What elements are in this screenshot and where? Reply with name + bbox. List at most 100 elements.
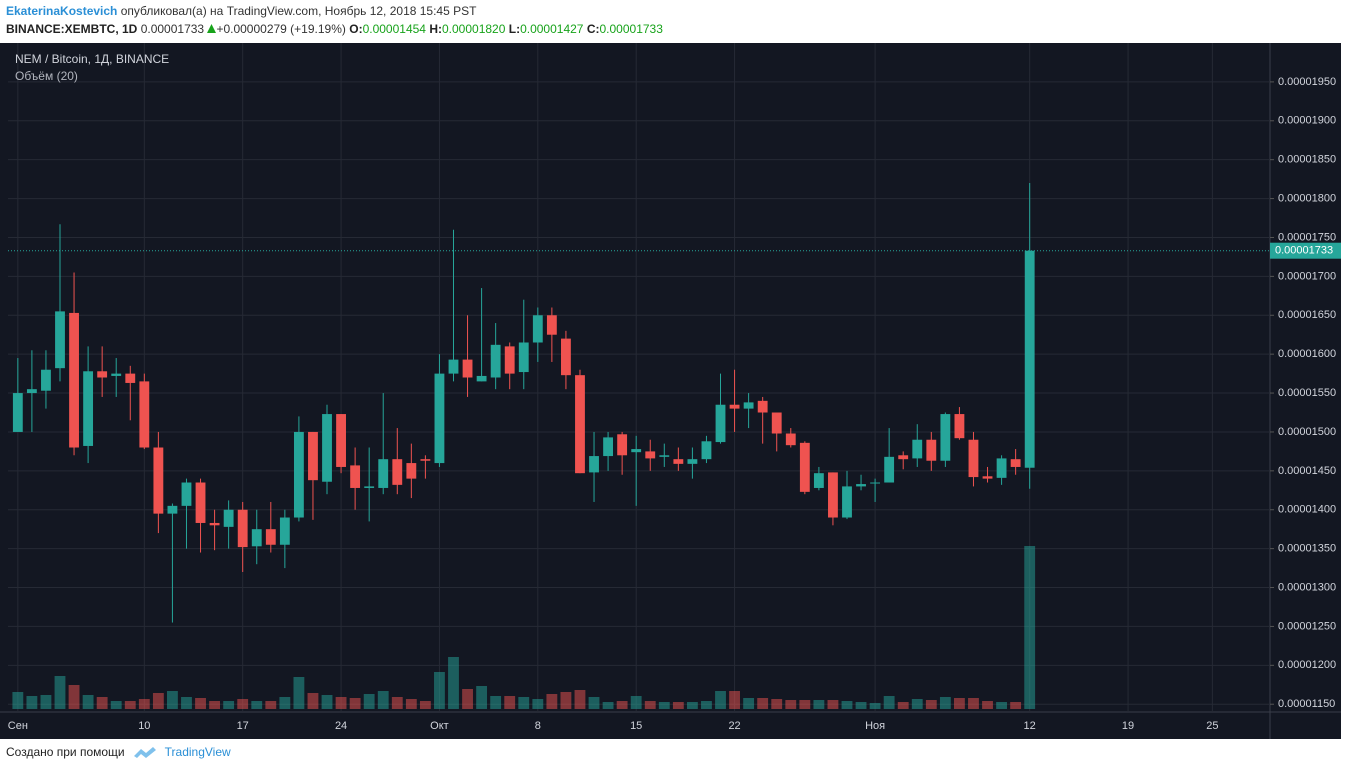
- volume-bar: [279, 697, 291, 709]
- volume-bar: [167, 691, 178, 709]
- volume-bar: [911, 699, 923, 709]
- volume-bar: [434, 672, 445, 709]
- volume-bar: [462, 689, 473, 709]
- symbol: BINANCE:XEMBTC, 1D: [6, 22, 138, 36]
- y-tick-label: 0.00001800: [1278, 192, 1336, 204]
- y-tick-label: 0.00001400: [1278, 504, 1336, 516]
- volume-bar: [209, 701, 221, 709]
- candle-body: [968, 439, 979, 478]
- x-tick-label: 17: [237, 720, 249, 732]
- volume-bar: [377, 691, 389, 709]
- volume-bar: [883, 696, 895, 709]
- volume-bar: [686, 702, 698, 709]
- volume-bar: [602, 702, 614, 709]
- candle-body: [251, 529, 262, 547]
- candle-body: [83, 371, 94, 446]
- volume-bar: [701, 701, 712, 709]
- volume-bar: [237, 699, 249, 709]
- candle-body: [279, 517, 290, 545]
- volume-bar: [546, 694, 558, 709]
- candle-body: [743, 402, 754, 409]
- volume-bar: [574, 690, 586, 709]
- brand[interactable]: TradingView: [164, 745, 231, 759]
- volume-bar: [223, 701, 235, 709]
- volume-bar: [321, 695, 333, 709]
- candle-body: [1024, 250, 1035, 468]
- volume-bar: [448, 657, 459, 709]
- candle-body: [617, 434, 628, 456]
- volume-bar: [672, 702, 684, 709]
- volume-bar: [12, 692, 24, 709]
- y-tick-label: 0.00001550: [1278, 387, 1336, 399]
- volume-bar: [785, 700, 797, 709]
- candle-body: [448, 359, 459, 374]
- x-tick-label: 15: [630, 720, 642, 732]
- candle-body: [898, 455, 909, 460]
- volume-bar: [349, 698, 361, 709]
- candle-body: [167, 505, 178, 514]
- volume-bar: [363, 694, 375, 709]
- candle-body: [378, 459, 389, 488]
- volume-bar: [813, 700, 825, 709]
- candle-body: [954, 414, 965, 439]
- candle-body: [195, 482, 206, 523]
- volume-bar: [897, 702, 909, 709]
- volume-bar: [96, 697, 108, 709]
- x-tick-label: Ноя: [865, 720, 885, 732]
- candle-body: [153, 447, 164, 514]
- up-arrow: [207, 24, 217, 33]
- candle-body: [125, 373, 136, 383]
- volume-bar: [504, 696, 516, 709]
- volume-bar: [181, 697, 192, 709]
- candle-body: [462, 359, 473, 378]
- x-tick-label: 24: [335, 720, 347, 732]
- y-tick-label: 0.00001700: [1278, 270, 1336, 282]
- volume-bar: [743, 698, 755, 709]
- y-tick-label: 0.00001900: [1278, 115, 1336, 127]
- volume-bar: [419, 701, 431, 709]
- candle-body: [757, 400, 768, 413]
- candle-body: [982, 476, 993, 479]
- volume-bar: [251, 701, 263, 709]
- volume-bar: [1010, 702, 1022, 709]
- volume-bar: [729, 691, 740, 709]
- candle-body: [856, 484, 866, 487]
- y-tick-label: 0.00001300: [1278, 581, 1336, 593]
- candle-body: [842, 486, 852, 518]
- x-tick-label: 10: [138, 720, 150, 732]
- x-tick-label: 25: [1206, 720, 1218, 732]
- footer: Создано при помощи TradingView: [6, 745, 231, 759]
- c-value: 0.00001733: [599, 22, 663, 36]
- user-name[interactable]: EkaterinaKostevich: [6, 4, 118, 18]
- candle-body: [912, 439, 923, 459]
- made-with: Создано при помощи: [6, 745, 125, 759]
- chart-title: NEM / Bitcoin, 1Д, BINANCE: [15, 52, 169, 66]
- candle-body: [490, 344, 501, 378]
- volume-bar: [855, 702, 867, 709]
- candle-body: [546, 315, 557, 335]
- y-tick-label: 0.00001500: [1278, 426, 1336, 438]
- candle-body: [237, 509, 248, 548]
- candle-body: [111, 373, 122, 376]
- candle-body: [589, 456, 599, 473]
- candle-body: [870, 482, 881, 484]
- volume-bar: [124, 701, 136, 709]
- volume-label: Объём (20): [15, 69, 78, 83]
- last-price-label: 0.00001733: [1275, 245, 1333, 257]
- candle-body: [41, 369, 51, 391]
- candle-body: [26, 389, 37, 394]
- candle-body: [729, 404, 740, 409]
- y-tick-label: 0.00001350: [1278, 543, 1336, 555]
- volume-bar: [265, 701, 277, 709]
- chart-background: [0, 43, 1341, 739]
- candle-body: [97, 371, 108, 378]
- volume-bar: [490, 696, 502, 709]
- candle-body: [69, 312, 79, 448]
- candle-body: [940, 414, 951, 461]
- volume-bar: [110, 701, 122, 709]
- candle-body: [265, 529, 276, 545]
- last-price: 0.00001733: [140, 22, 205, 36]
- volume-bar: [757, 698, 769, 709]
- candle-body: [209, 522, 220, 526]
